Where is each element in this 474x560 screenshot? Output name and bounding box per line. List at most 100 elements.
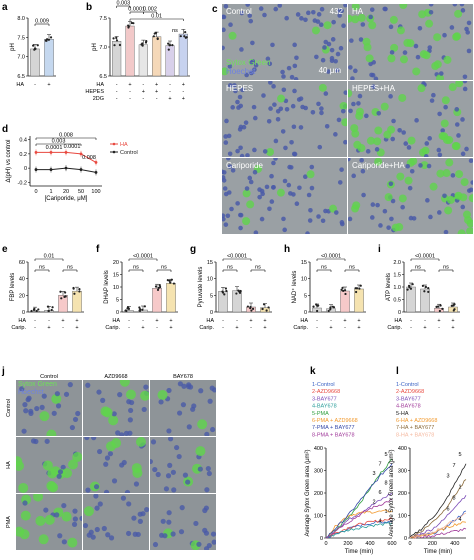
- cell: [452, 32, 461, 41]
- condition-label-e: Carip.: [11, 325, 26, 331]
- cell: [460, 151, 466, 157]
- cell: [19, 529, 30, 540]
- y-tick-label-h: 15: [301, 260, 307, 266]
- y-tick-label-l: 300: [398, 469, 407, 475]
- cell: [135, 437, 146, 447]
- cell: [460, 178, 469, 187]
- cell: [271, 160, 276, 166]
- cell: [174, 444, 180, 451]
- cell: [117, 392, 123, 398]
- cell: [406, 145, 412, 150]
- micrograph-svg: [150, 437, 212, 493]
- data-point-e: [51, 306, 54, 309]
- cell: [417, 84, 426, 93]
- cell: [273, 6, 279, 12]
- data-point-h: [317, 304, 320, 307]
- stain-label-green: Sytox Green: [18, 381, 57, 388]
- x-tick-label-d: 0: [34, 189, 37, 195]
- cell: [366, 136, 375, 145]
- cell: [360, 22, 366, 27]
- cell: [252, 67, 257, 72]
- series-end-label-k: 7: [378, 462, 381, 468]
- cell: [402, 50, 408, 55]
- cell: [397, 127, 402, 133]
- cell: [319, 110, 324, 116]
- y-axis-label-a: pH: [10, 43, 16, 51]
- cell: [28, 408, 34, 414]
- cell: [302, 174, 308, 180]
- legend-label-l: 3-BAY677: [396, 396, 421, 402]
- panel-letter-i: i: [378, 244, 381, 255]
- cell: [96, 389, 102, 395]
- cell: [431, 92, 436, 98]
- cell: [425, 19, 434, 28]
- cell: [227, 164, 233, 169]
- data-point-h: [315, 303, 318, 306]
- p-value-i3: ns: [443, 265, 449, 271]
- p-value-g1: <0.0001: [227, 254, 247, 260]
- p-value-d3: 0.0001: [46, 145, 63, 151]
- condition-mark-h: -: [330, 318, 332, 324]
- cell: [196, 541, 202, 547]
- cell: [48, 482, 59, 493]
- cell: [383, 130, 392, 139]
- cell: [247, 175, 253, 181]
- cell: [223, 222, 229, 227]
- cell: [170, 531, 176, 537]
- y-tick-label-l: 100: [398, 514, 407, 520]
- cell: [286, 182, 292, 188]
- cell: [271, 84, 276, 89]
- y-axis-label-i: ATP levels: [386, 273, 392, 301]
- y-axis-label-h: NAD⁺ levels: [291, 271, 298, 304]
- data-point-g: [261, 307, 264, 311]
- data-point-h: [343, 289, 347, 292]
- data-point-i: [421, 284, 424, 287]
- cell: [211, 539, 216, 545]
- cell: [244, 72, 249, 78]
- data-point-a: [49, 36, 53, 39]
- data-point-g: [267, 306, 270, 309]
- series-line-l: [409, 463, 467, 538]
- x-tick-label-d: 100: [91, 189, 100, 195]
- cell: [365, 54, 374, 63]
- data-point-i: [427, 287, 430, 290]
- cell: [250, 40, 255, 46]
- y-tick-label-f: 10: [113, 285, 119, 291]
- y-tick-label-b: 6.5: [99, 74, 107, 80]
- cell: [412, 67, 421, 76]
- series-line-l: [409, 521, 467, 539]
- cell: [222, 27, 226, 33]
- cell: [462, 210, 471, 219]
- cell: [281, 87, 287, 93]
- condition-mark-i: +: [451, 318, 454, 324]
- cell: [311, 9, 316, 15]
- cell: [252, 169, 258, 175]
- cell: [41, 393, 47, 399]
- p-value-d2: 0.003: [52, 139, 66, 145]
- stain-label-green: Sytox Green: [226, 58, 271, 67]
- condition-mark-b: -: [156, 96, 158, 102]
- y-tick-label-i: 1.0: [393, 285, 401, 291]
- cell: [323, 21, 332, 30]
- cell: [269, 199, 275, 204]
- p-value-h3: ns: [349, 265, 355, 271]
- data-point-e: [64, 295, 67, 298]
- condition-label-f: HA: [112, 318, 120, 324]
- cell: [314, 54, 319, 60]
- data-point-h: [341, 286, 344, 289]
- cell: [388, 24, 394, 30]
- micrograph-j: Sytox Green Hoechst: [16, 380, 82, 436]
- y-tick-label-a: 6.5: [17, 74, 25, 80]
- x-tick-label-k: 600: [387, 541, 396, 547]
- cell: [399, 4, 408, 10]
- cell: [163, 486, 170, 492]
- cell: [266, 118, 272, 124]
- cell: [61, 502, 67, 509]
- p-value-h2: ns: [321, 265, 327, 271]
- cell: [264, 184, 270, 190]
- cell: [466, 20, 472, 26]
- condition-mark-b: +: [182, 82, 185, 88]
- cell: [433, 33, 442, 42]
- cell: [257, 194, 262, 200]
- condition-mark-g: -: [236, 318, 238, 324]
